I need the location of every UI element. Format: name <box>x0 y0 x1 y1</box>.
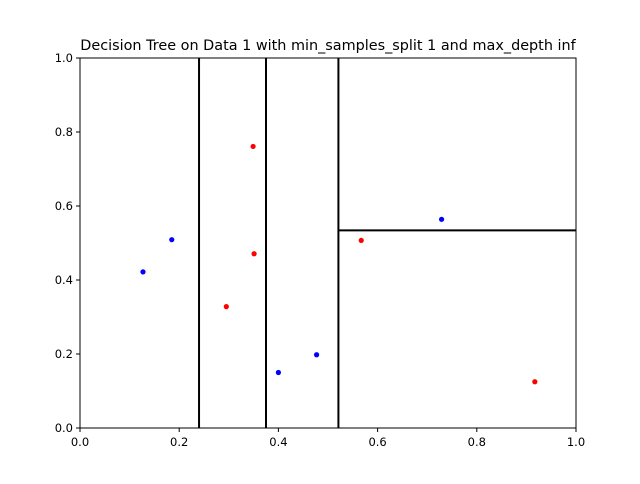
data-point-series-1-1 <box>251 251 257 257</box>
data-point-series-1-0 <box>250 143 256 150</box>
x-tick-label: 0.0 <box>71 435 89 449</box>
split-lines <box>198 58 576 428</box>
y-tick-label: 1.0 <box>55 51 73 65</box>
y-tick-label: 0.8 <box>55 125 73 139</box>
data-point-series-0-4 <box>438 216 445 222</box>
data-point-series-0-1 <box>169 237 175 243</box>
plot-frame <box>79 57 577 429</box>
y-tick-label: 0.6 <box>55 199 73 213</box>
data-point-series-1-2 <box>223 304 229 310</box>
x-axis: 0.0 0.2 0.4 0.6 0.8 1.0 <box>71 428 585 449</box>
x-tick-label: 0.6 <box>368 435 386 449</box>
y-tick-label: 0.0 <box>55 421 73 435</box>
plot-area <box>80 58 576 428</box>
data-point-series-1-3 <box>358 237 364 244</box>
scatter-points <box>140 143 538 385</box>
y-tick-label: 0.4 <box>55 273 73 287</box>
data-point-series-0-0 <box>140 269 146 275</box>
data-point-series-1-4 <box>532 379 538 385</box>
data-point-series-0-2 <box>275 369 281 376</box>
x-tick-label: 1.0 <box>567 435 585 449</box>
x-tick-label: 0.8 <box>468 435 486 449</box>
y-tick-label: 0.2 <box>55 347 73 361</box>
y-axis: 0.0 0.2 0.4 0.6 0.8 1.0 <box>55 51 80 435</box>
x-tick-label: 0.2 <box>170 435 188 449</box>
data-point-series-0-3 <box>313 352 320 358</box>
chart-title: Decision Tree on Data 1 with min_samples… <box>80 38 576 54</box>
x-tick-label: 0.4 <box>269 435 287 449</box>
